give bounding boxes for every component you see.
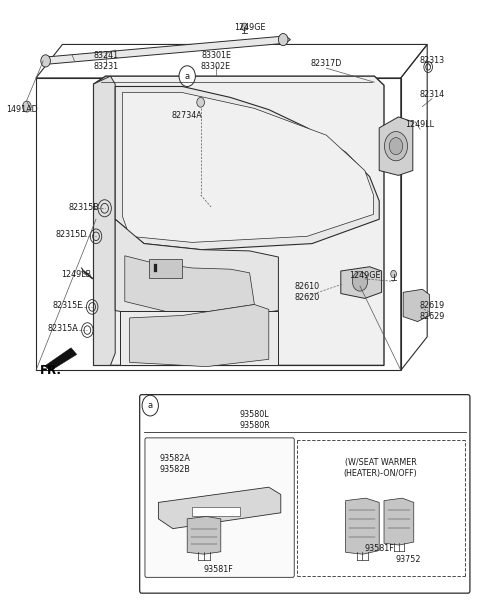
Polygon shape (384, 498, 414, 545)
Text: a: a (148, 401, 153, 410)
Text: FR.: FR. (40, 364, 62, 378)
Circle shape (391, 270, 396, 278)
Circle shape (241, 23, 247, 30)
Text: (W/SEAT WARMER
(HEATER)-ON/OFF): (W/SEAT WARMER (HEATER)-ON/OFF) (344, 458, 418, 478)
Text: 82313: 82313 (420, 57, 444, 65)
Polygon shape (122, 93, 373, 242)
Text: 82315A: 82315A (47, 325, 78, 333)
Circle shape (278, 33, 288, 46)
Text: 82315D: 82315D (55, 230, 87, 239)
FancyBboxPatch shape (145, 438, 294, 577)
Polygon shape (158, 487, 281, 529)
Text: 83301E
83302E: 83301E 83302E (201, 51, 231, 71)
Polygon shape (125, 256, 254, 315)
FancyBboxPatch shape (140, 395, 470, 593)
Text: 1249LB: 1249LB (61, 270, 91, 278)
Polygon shape (130, 304, 269, 367)
Polygon shape (346, 498, 379, 554)
Text: a: a (185, 72, 190, 80)
Text: 82619
82629: 82619 82629 (420, 300, 444, 321)
Circle shape (352, 272, 368, 291)
Circle shape (23, 101, 31, 112)
Text: 93752: 93752 (395, 555, 421, 563)
Circle shape (41, 55, 50, 67)
Polygon shape (187, 516, 221, 554)
Text: 93581F: 93581F (364, 544, 394, 552)
Polygon shape (120, 311, 278, 365)
Text: 82315B: 82315B (69, 203, 99, 211)
Text: 82610
82620: 82610 82620 (295, 282, 320, 303)
Text: 93582A
93582B: 93582A 93582B (160, 454, 191, 474)
Polygon shape (94, 76, 384, 365)
Text: 1249GE: 1249GE (349, 271, 381, 280)
Polygon shape (94, 76, 115, 365)
Polygon shape (115, 219, 278, 323)
Polygon shape (403, 289, 430, 322)
Text: 82314: 82314 (420, 90, 444, 99)
Circle shape (197, 97, 204, 107)
Circle shape (142, 395, 158, 416)
Text: 93580L
93580R: 93580L 93580R (239, 410, 270, 431)
Circle shape (179, 66, 195, 86)
Polygon shape (379, 117, 413, 175)
Text: 1491AD: 1491AD (6, 105, 37, 114)
Circle shape (384, 132, 408, 161)
Bar (149, 259, 182, 278)
Circle shape (389, 138, 403, 155)
Polygon shape (45, 348, 77, 371)
Text: 82317D: 82317D (311, 60, 342, 68)
Text: 82734A: 82734A (172, 111, 203, 120)
Bar (154, 264, 157, 272)
Bar (192, 507, 240, 516)
Polygon shape (115, 86, 379, 250)
Polygon shape (341, 267, 382, 298)
Text: 1249GE: 1249GE (234, 23, 265, 32)
Text: 83241
83231: 83241 83231 (93, 51, 118, 71)
Text: 1249LL: 1249LL (406, 121, 434, 129)
Text: 93581F: 93581F (204, 565, 233, 574)
Polygon shape (43, 36, 290, 65)
Text: 82315E: 82315E (52, 301, 83, 310)
